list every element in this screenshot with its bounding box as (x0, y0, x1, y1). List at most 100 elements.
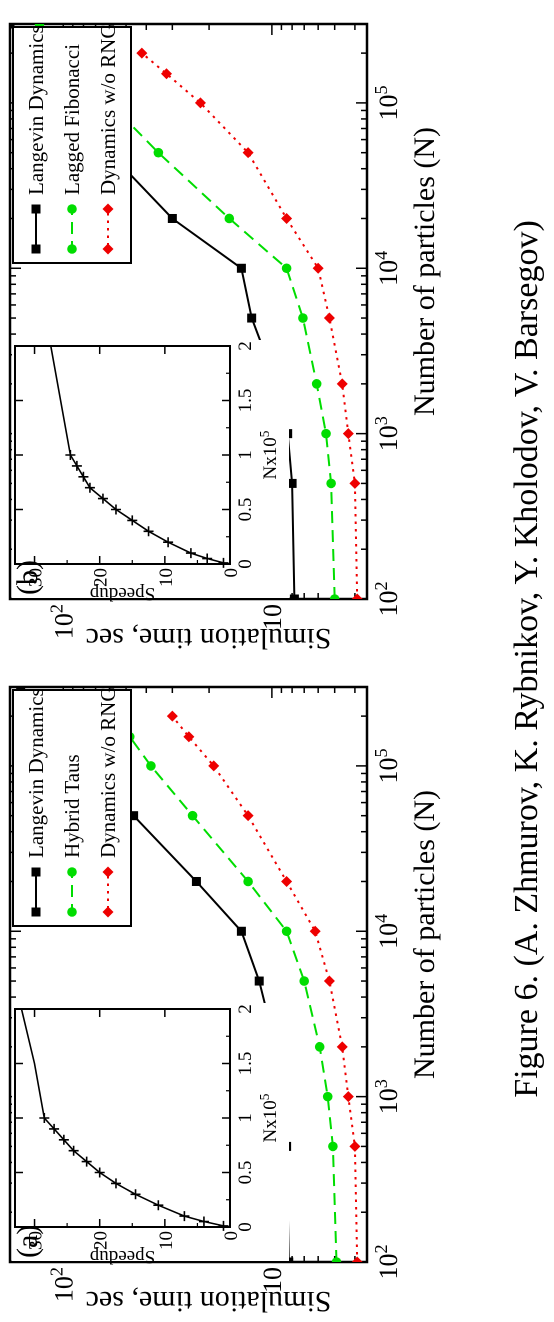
legend-label: Dynamics w/o RNG (96, 24, 120, 196)
data-point (298, 313, 308, 323)
x-tick-label: 103 (371, 416, 403, 451)
inset-data-point (185, 548, 196, 559)
inset-data-point (39, 1113, 50, 1123)
data-point (281, 212, 293, 224)
inset-data-point (49, 1123, 60, 1134)
inset-data-point (143, 526, 154, 537)
panel-label: (b) (11, 560, 44, 595)
data-point (166, 710, 178, 722)
data-point (323, 312, 335, 324)
data-point (311, 379, 322, 389)
data-point (328, 1141, 338, 1152)
legend-swatch-marker (102, 243, 114, 255)
data-point (309, 925, 321, 937)
data-point (187, 810, 198, 821)
inset-data-point (81, 1156, 92, 1167)
data-point (289, 594, 299, 599)
data-point (321, 428, 331, 439)
data-point (183, 731, 195, 743)
inset-data-point (110, 504, 121, 515)
inset-series-line (50, 345, 224, 564)
data-point (281, 263, 292, 274)
y-tick-label: 10 (258, 604, 287, 630)
legend-swatch-marker (67, 867, 77, 877)
data-point (349, 477, 361, 489)
inset-x-tick-label: 0 (235, 559, 256, 569)
data-point (322, 1091, 333, 1102)
data-point (342, 428, 354, 440)
data-point (312, 262, 324, 274)
data-point (194, 97, 206, 109)
inset-data-point (110, 1178, 121, 1189)
x-tick-label: 105 (371, 748, 403, 783)
y-tick-label: 102 (46, 604, 78, 639)
legend: Langevin Dynamics Hybrid Taus Dynamics w/o… (12, 687, 132, 927)
inset-y-tick-label: 0 (221, 1231, 242, 1241)
inset-y-tick-label: 20 (91, 568, 112, 587)
legend-swatch-marker (31, 204, 41, 214)
inset-data-point (127, 515, 138, 526)
inset-data-point (97, 493, 108, 504)
data-point (323, 975, 335, 987)
legend: Langevin Dynamics Lagged Fibonacci Dynamic… (12, 24, 132, 264)
plot-frame (8, 685, 369, 1264)
data-point (281, 926, 292, 937)
legend-label: Dynamics w/o RNG (96, 687, 120, 859)
legend-box (12, 26, 132, 264)
data-point (281, 875, 293, 887)
inset-x-tick-label: 1 (235, 1113, 256, 1123)
inset-data-point (202, 553, 213, 564)
y-tick-label: 102 (46, 1267, 78, 1302)
legend-swatch-marker (31, 867, 41, 877)
x-tick-label: 102 (371, 581, 403, 616)
inset-x-tick-label: 2 (235, 341, 256, 351)
data-point (243, 876, 253, 887)
data-point (331, 1257, 342, 1262)
inset-x-tick-label: 1 (235, 450, 256, 460)
inset-y-axis-title: Speedup (90, 1246, 155, 1267)
series-line (38, 24, 336, 599)
data-point (208, 760, 220, 772)
data-point (136, 47, 148, 59)
inset-y-tick-label: 10 (156, 1231, 177, 1250)
series-dynamics-w-o-rng (166, 710, 363, 1262)
data-point (242, 810, 254, 822)
data-point (153, 147, 164, 158)
inset-frame (14, 345, 231, 565)
data-point (236, 926, 246, 936)
inset-x-tick-label: 2 (235, 1004, 256, 1014)
y-axis-title: Simulation time, sec (86, 622, 332, 655)
x-tick-label: 103 (371, 1079, 403, 1114)
data-point (236, 263, 246, 273)
figure-caption: Figure 6. (A. Zhmurov, K. Rybnikov, Y. K… (508, 220, 545, 1098)
inset-data-point (68, 1145, 79, 1156)
data-point (349, 1140, 361, 1152)
legend-swatch-marker (102, 866, 114, 878)
x-tick-label: 104 (371, 914, 403, 949)
inset-data-point (130, 1189, 141, 1200)
data-point (146, 761, 156, 771)
legend-swatch-marker (67, 907, 77, 917)
inset-series-line (20, 1008, 224, 1227)
inset-y-tick-label: 30 (26, 568, 47, 587)
inset-y-tick-label: 30 (26, 1231, 47, 1250)
legend-label: Hybrid Taus (60, 754, 84, 858)
data-point (224, 213, 235, 224)
data-point (191, 876, 201, 886)
data-point (326, 478, 336, 489)
series-dynamics-w-o-rng (136, 47, 363, 599)
inset-x-axis-title: Nx105 (257, 1093, 282, 1142)
inset-data-point (65, 450, 76, 460)
y-tick-label: 10 (258, 1267, 287, 1293)
inset-x-axis-title: Nx105 (257, 430, 282, 479)
legend-label: Langevin Dynamics (24, 688, 48, 858)
legend-label: Langevin Dynamics (24, 25, 48, 195)
data-point (242, 147, 254, 159)
panel-label: (a) (11, 1225, 44, 1258)
inset-data-point (71, 460, 82, 471)
inset-data-point (179, 1211, 190, 1222)
